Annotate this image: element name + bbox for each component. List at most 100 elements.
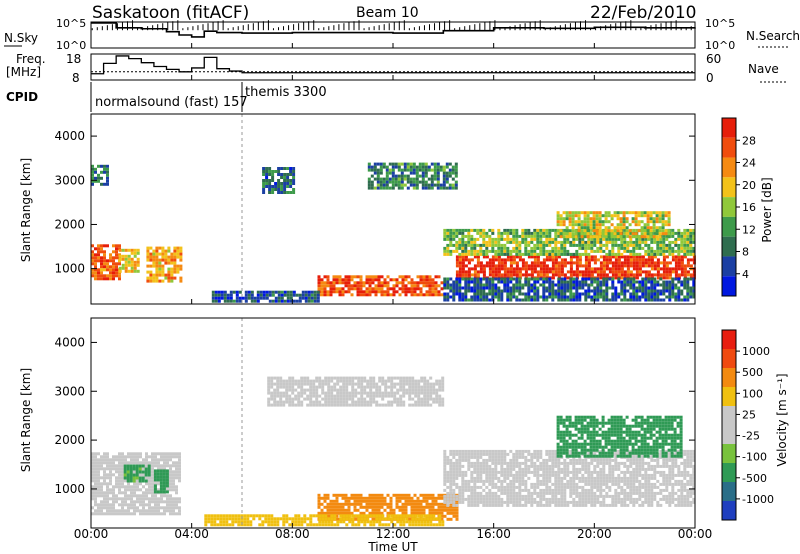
heatmap-cell	[488, 286, 492, 290]
heatmap-cell	[369, 403, 373, 407]
heatmap-cell	[452, 467, 456, 471]
heatmap-cell	[135, 470, 139, 474]
heatmap-cell	[395, 505, 399, 509]
heatmap-cell	[563, 237, 567, 241]
heatmap-cell	[446, 280, 450, 284]
heatmap-cell	[659, 289, 663, 293]
heatmap-cell	[94, 268, 97, 272]
heatmap-cell	[533, 234, 537, 238]
heatmap-cell	[407, 517, 411, 521]
heatmap-cell	[494, 295, 498, 299]
heatmap-cell	[157, 512, 160, 516]
heatmap-cell	[317, 281, 321, 285]
heatmap-cell	[671, 228, 675, 232]
cpid-label: CPID	[6, 90, 38, 104]
heatmap-cell	[418, 165, 422, 169]
heatmap-cell	[344, 284, 348, 288]
heatmap-cell	[130, 503, 133, 507]
heatmap-cell	[655, 235, 659, 239]
heatmap-cell	[356, 499, 360, 503]
heatmap-cell	[333, 382, 337, 386]
heatmap-cell	[163, 458, 166, 462]
heatmap-cell	[178, 476, 181, 480]
heatmap-cell	[485, 458, 489, 462]
heatmap-cell	[584, 240, 588, 244]
heatmap-cell	[623, 228, 627, 232]
heatmap-cell	[632, 267, 636, 271]
heatmap-cell	[491, 286, 495, 290]
heatmap-cell	[641, 295, 645, 299]
heatmap-cell	[94, 476, 97, 480]
heatmap-cell	[527, 488, 531, 492]
heatmap-cell	[503, 488, 507, 492]
heatmap-cell	[470, 452, 474, 456]
heatmap-cell	[542, 228, 546, 232]
heatmap-cell	[389, 293, 393, 297]
heatmap-cell	[455, 464, 459, 468]
heatmap-cell	[118, 485, 121, 489]
heatmap-cell	[464, 252, 468, 256]
heatmap-cell	[625, 211, 629, 215]
heatmap-cell	[497, 280, 501, 284]
heatmap-cell	[452, 488, 456, 492]
heatmap-cell	[662, 292, 666, 296]
heatmap-cell	[408, 394, 412, 398]
heatmap-cell	[458, 289, 462, 293]
heatmap-cell	[106, 265, 109, 269]
heatmap-cell	[589, 235, 593, 239]
heatmap-cell	[388, 177, 392, 181]
heatmap-cell	[238, 299, 242, 303]
heatmap-cell	[413, 290, 417, 294]
heatmap-cell	[581, 280, 585, 284]
heatmap-cell	[614, 295, 618, 299]
heatmap-cell	[473, 482, 477, 486]
heatmap-cell	[577, 223, 581, 227]
heatmap-cell	[533, 228, 537, 232]
heatmap-cell	[139, 503, 142, 507]
heatmap-cell	[292, 290, 296, 294]
heatmap-cell	[427, 183, 431, 187]
heatmap-cell	[677, 258, 681, 262]
heatmap-cell	[91, 173, 94, 177]
heatmap-cell	[482, 283, 486, 287]
heatmap-cell	[668, 270, 672, 274]
heatmap-cell	[533, 264, 537, 268]
heatmap-cell	[656, 276, 660, 280]
heatmap-cell	[158, 264, 162, 268]
heatmap-cell	[497, 240, 501, 244]
heatmap-cell	[144, 467, 148, 471]
heatmap-cell	[560, 267, 564, 271]
heatmap-cell	[402, 400, 406, 404]
heatmap-cell	[485, 464, 489, 468]
heatmap-cell	[512, 240, 516, 244]
heatmap-cell	[458, 283, 462, 287]
heatmap-cell	[616, 214, 620, 218]
heatmap-cell	[262, 170, 266, 173]
heatmap-cell	[124, 491, 127, 495]
heatmap-cell	[94, 464, 97, 468]
heatmap-cell	[158, 246, 162, 250]
heatmap-cell	[235, 296, 239, 300]
heatmap-cell	[454, 162, 458, 166]
heatmap-cell	[347, 275, 351, 279]
heatmap-cell	[130, 494, 133, 498]
heatmap-cell	[354, 394, 358, 398]
heatmap-cell	[151, 479, 154, 483]
heatmap-cell	[641, 289, 645, 293]
heatmap-cell	[435, 394, 439, 398]
heatmap-cell	[619, 235, 623, 239]
heatmap-cell	[491, 261, 495, 265]
heatmap-cell	[601, 214, 605, 218]
heatmap-cell	[464, 246, 468, 250]
heatmap-cell	[548, 234, 552, 238]
heatmap-cell	[479, 231, 483, 235]
heatmap-cell	[665, 234, 669, 238]
heatmap-cell	[136, 251, 140, 255]
heatmap-cell	[608, 255, 612, 259]
heatmap-cell	[94, 271, 97, 275]
heatmap-cell	[614, 298, 618, 302]
heatmap-cell	[638, 237, 642, 241]
heatmap-cell	[485, 497, 489, 501]
heatmap-cell	[452, 292, 456, 296]
heatmap-cell	[265, 179, 269, 182]
